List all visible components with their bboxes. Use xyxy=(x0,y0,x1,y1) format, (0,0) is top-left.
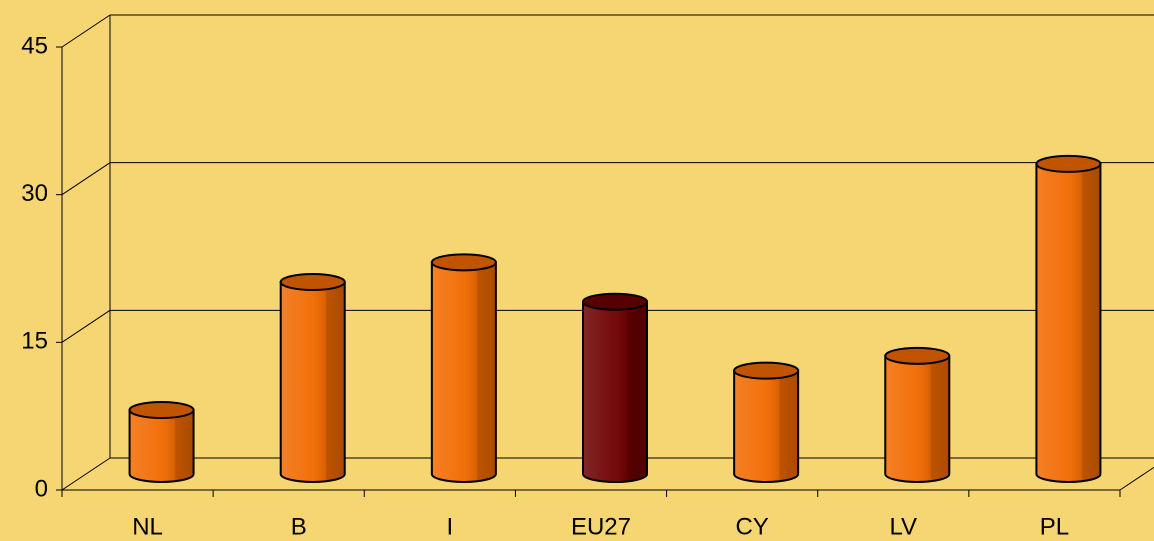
bar-part xyxy=(1035,162,1102,483)
y-tick-label: 45 xyxy=(21,32,48,59)
x-tick-label: CY xyxy=(735,513,768,540)
x-tick-label: PL xyxy=(1040,513,1069,540)
bar-part xyxy=(885,347,950,364)
bar-part xyxy=(1035,154,1102,173)
grid-line xyxy=(61,457,111,491)
bar-part xyxy=(733,361,800,380)
bar xyxy=(582,292,648,483)
bar xyxy=(128,401,195,483)
bar-part xyxy=(884,354,951,483)
y-tick-label: 30 xyxy=(21,180,48,207)
bar xyxy=(1035,154,1102,483)
bar xyxy=(279,273,346,483)
bar-part xyxy=(733,369,800,483)
bar-part xyxy=(129,402,194,419)
bar-part xyxy=(582,292,648,311)
grid-line xyxy=(61,309,111,343)
x-tick-label: NL xyxy=(132,513,163,540)
bar-part xyxy=(582,300,648,483)
bar-part xyxy=(583,293,647,310)
x-tick-label: EU27 xyxy=(571,513,631,540)
bar-part xyxy=(734,362,799,379)
bar xyxy=(430,253,497,483)
y-tick-label: 0 xyxy=(35,475,48,502)
grid-line xyxy=(61,14,111,48)
floor-edge xyxy=(1119,466,1154,491)
bar-part xyxy=(128,401,195,420)
x-tick-label: B xyxy=(291,513,307,540)
bar-part xyxy=(280,274,345,291)
grid-line xyxy=(61,162,111,196)
bar-part xyxy=(431,254,496,271)
y-tick-label: 15 xyxy=(21,328,48,355)
bar xyxy=(733,361,800,483)
bar-part xyxy=(128,409,195,483)
bar-part xyxy=(430,253,497,272)
bar-part xyxy=(279,281,346,483)
bar xyxy=(884,346,951,483)
bar-part xyxy=(430,261,497,483)
bar-part xyxy=(279,273,346,292)
bar-part xyxy=(884,346,951,365)
bar-part xyxy=(1036,155,1101,172)
x-tick-label: LV xyxy=(889,513,917,540)
x-tick-label: I xyxy=(447,513,454,540)
